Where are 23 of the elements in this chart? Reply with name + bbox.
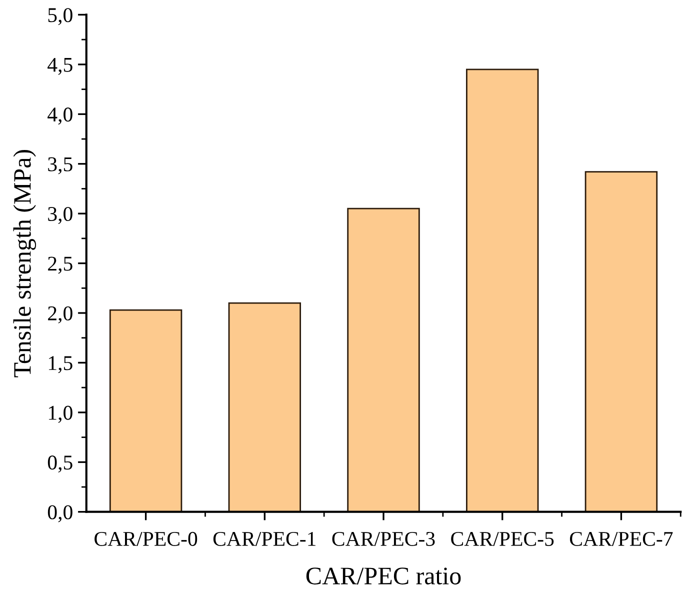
bar xyxy=(584,171,658,512)
y-tick-label: 2,0 xyxy=(48,306,72,324)
y-tick-label: 3,5 xyxy=(48,157,72,174)
x-tick-label: CAR/PEC-5 xyxy=(451,532,554,546)
x-tick-label: CAR/PEC-1 xyxy=(213,532,316,546)
y-tick-label: 4,5 xyxy=(48,58,72,75)
bar xyxy=(466,68,539,512)
x-tick-label: CAR/PEC-3 xyxy=(332,532,435,546)
y-axis-title: Tensile strength (MPa) xyxy=(13,150,36,378)
y-tick-label: 5,0 xyxy=(48,8,72,26)
bar xyxy=(228,302,302,512)
bar xyxy=(347,208,420,512)
y-tick-label: 1,5 xyxy=(48,356,72,374)
y-tick-label: 0,0 xyxy=(48,505,72,522)
y-tick-label: 3,0 xyxy=(48,206,72,224)
y-tick-label: 2,5 xyxy=(48,256,72,274)
y-tick-label: 4,0 xyxy=(48,108,72,125)
x-tick-label: CAR/PEC-0 xyxy=(94,532,198,546)
y-tick-label: 0,5 xyxy=(48,456,72,473)
x-axis-title: CAR/PEC ratio xyxy=(306,568,461,584)
y-tick-label: 1,0 xyxy=(48,406,72,423)
bar xyxy=(109,309,182,512)
x-tick-label: CAR/PEC-7 xyxy=(570,532,673,546)
